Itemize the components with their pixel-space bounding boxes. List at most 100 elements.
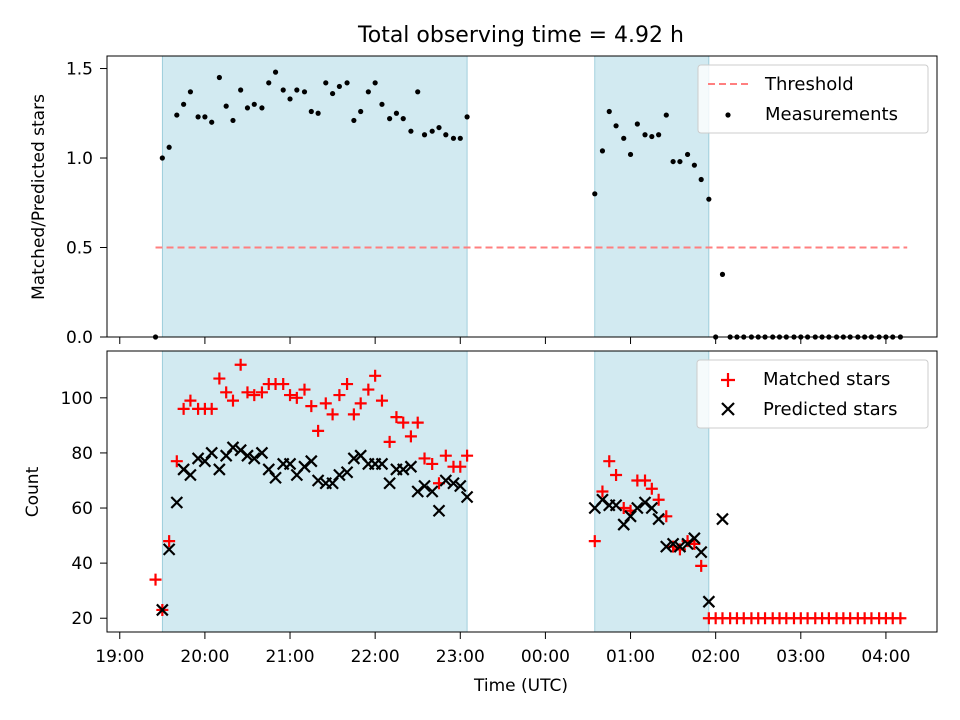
predicted-star-point [241,449,254,462]
measurement-point [415,89,421,95]
top-x-ticks [119,337,887,344]
measurement-point [599,148,606,154]
legend-measurements-label: Measurements [765,104,898,125]
predicted-star-point [652,512,665,526]
x-tick-label: 03:00 [776,647,825,667]
x-tick-label: 21:00 [266,647,315,667]
top-legend-box [697,64,929,134]
matched-star-point [177,402,190,415]
bottom-plot-frame [106,350,938,633]
bottom-y-axis-label: Count [23,466,43,517]
predicted-star-point [247,452,261,465]
observing-window-1 [161,55,468,338]
measurement-point [209,119,215,125]
measurement-point [642,132,648,138]
predicted-star-point [396,463,410,476]
predicted-star-point [205,446,218,460]
predicted-star-point [631,501,644,515]
measurement-point [387,116,393,122]
measurement-point [336,83,342,90]
top-y-tick-label: 0.5 [66,239,93,259]
predicted-star-point [347,452,361,465]
matched-star-point [404,430,417,443]
top-y-tick-label: 1.0 [66,149,93,169]
predicted-star-point [375,457,389,471]
x-tick-label: 22:00 [351,647,400,667]
predicted-star-point [609,498,623,512]
matched-star-point [341,378,354,391]
legend-matched-label: Matched stars [763,369,890,390]
measurement-point [351,117,357,124]
predicted-star-point [156,603,169,617]
predicted-star-point [432,504,446,518]
predicted-star-point [184,468,197,482]
predicted-star-point [162,543,176,556]
observing-window-2 [594,55,710,338]
matched-star-point [220,386,233,399]
measurement-point [287,96,293,102]
predicted-star-point [425,485,439,498]
measurement-point [315,110,321,116]
predicted-star-point [645,501,659,515]
measurement-point [259,105,265,111]
predicted-star-point [383,476,396,490]
matched-star-point [234,358,247,371]
measurement-point [187,89,194,95]
measurement-point [244,105,251,111]
measurement-point [223,103,229,109]
measurement-point [436,124,442,131]
predicted-star-point [255,446,269,460]
predicted-star-point [191,452,205,465]
observing-window-1 [161,350,468,633]
measurement-point [308,108,314,115]
measurement-point [344,80,350,86]
matched-star-point [241,386,254,399]
measurement-point [323,80,329,86]
measurement-point [606,108,612,115]
x-tick-label: 19:00 [95,647,144,667]
bottom-y-tick-label: 20 [71,609,93,629]
matched-star-point [439,449,452,462]
measurement-point [329,90,336,97]
matched-star-point [277,378,290,391]
x-tick-label: 04:00 [861,647,910,667]
bottom-y-tick-label: 80 [71,444,93,464]
matched-star-point [170,455,183,468]
top-y-axis: 0.0 0.5 1.0 1.5 [66,60,107,348]
top-y-tick-label: 1.5 [66,60,93,80]
x-axis-label: Time (UTC) [473,676,568,696]
measurement-point [393,110,400,116]
predicted-star-point [460,490,474,504]
predicted-star-point [311,474,325,487]
legend-threshold-label: Threshold [764,74,854,95]
matched-star-point [695,559,708,572]
measurement-point [621,135,627,141]
measurement-point [280,87,286,93]
measurement-point [372,80,378,86]
matched-star-point [319,397,332,410]
matched-star-point [639,474,652,487]
chart-title: Total observing time = 4.92 h [357,23,684,48]
predicted-star-point [666,537,680,551]
predicted-star-point [269,471,282,485]
measurement-point [230,117,236,124]
matched-star-point [298,383,311,396]
measurement-point [159,155,165,161]
predicted-star-point [340,465,354,479]
measurement-point [294,87,300,93]
measurement-point [379,101,385,107]
measurement-point [634,121,640,127]
measurement-point [238,87,244,93]
top-panel: 0.0 0.5 1.0 1.5 Matched/Predicted stars Thr… [29,55,938,348]
predicted-star-point [226,441,240,454]
matched-star-point [226,394,239,407]
measurement-point [698,176,704,183]
matched-star-point [390,411,403,424]
measurement-point [627,151,634,158]
bottom-panel: 20 40 60 80 100 19:00 20:00 21:00 22:00 23:00 00:… [23,350,938,696]
matched-star-point [397,416,410,429]
predicted-star-point [404,460,418,473]
legend-predicted-swatch [721,402,735,416]
matched-star-point [184,394,197,407]
